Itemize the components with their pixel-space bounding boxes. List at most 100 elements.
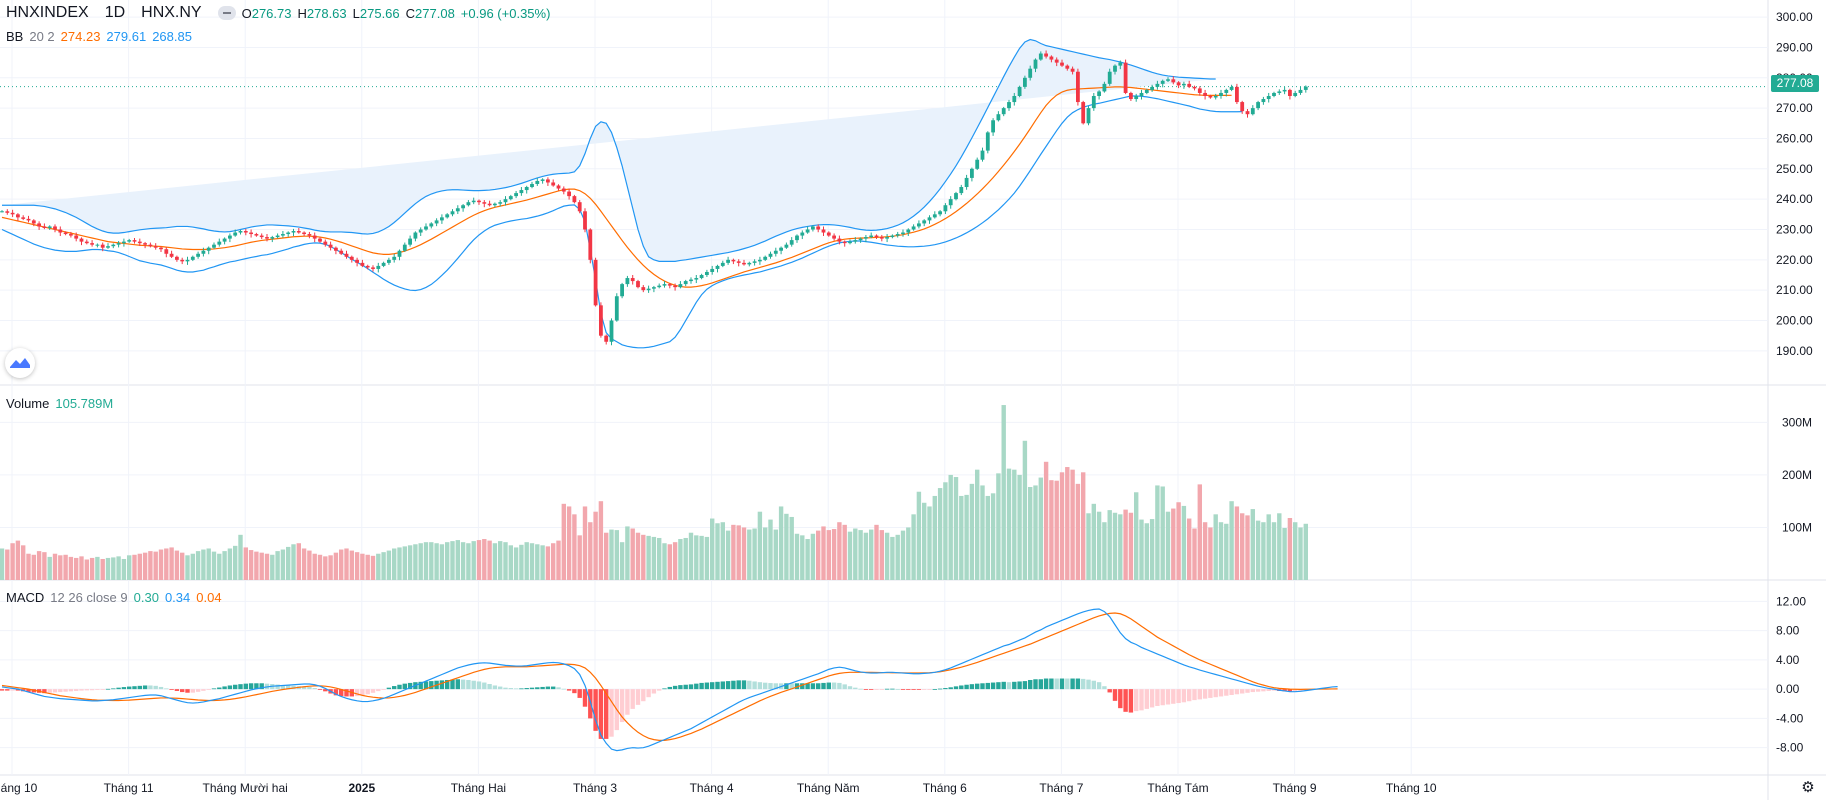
candle-body [731, 259, 736, 262]
volume-bar [529, 543, 535, 580]
candle-body [381, 262, 386, 266]
volume-bar [625, 526, 630, 580]
volume-tick-label: 300M [1782, 415, 1812, 429]
symbol-name[interactable]: HNXINDEX [6, 4, 89, 21]
volume-bar [1149, 519, 1155, 580]
tradingview-logo-icon[interactable] [5, 348, 35, 378]
candle-body [254, 234, 259, 236]
macd-histogram-bar [1096, 682, 1102, 690]
interval-label[interactable]: 1D [104, 4, 126, 21]
volume-bar [21, 545, 26, 580]
volume-bar [5, 549, 10, 580]
macd-histogram-bar [1208, 689, 1213, 698]
volume-bar [1224, 523, 1229, 580]
macd-histogram-bar [1298, 689, 1303, 692]
macd-histogram-bar [487, 684, 492, 690]
volume-bar [821, 526, 826, 580]
volume-bar [890, 536, 895, 580]
candle-body [1197, 88, 1202, 93]
candle-body [1224, 89, 1229, 93]
macd-histogram-bar [513, 688, 519, 690]
candle-body [42, 226, 47, 228]
macd-histogram-bar [503, 687, 508, 690]
macd-histogram-bar [588, 689, 593, 719]
volume-bar [127, 555, 132, 580]
candle-body [434, 220, 439, 224]
macd-histogram-bar [731, 680, 736, 690]
exchange-label: HNX.NY [141, 4, 202, 21]
price-tick-label: 270.00 [1776, 101, 1813, 115]
volume-bar [1165, 511, 1171, 580]
macd-histogram-bar [1075, 678, 1081, 690]
time-tick-label: Tháng 4 [690, 781, 734, 795]
volume-bar [1229, 501, 1234, 580]
candle-body [217, 241, 222, 245]
settings-gear-icon[interactable]: ⚙ [1801, 779, 1815, 796]
volume-bar [1096, 511, 1102, 580]
macd-histogram-bar [1181, 689, 1187, 703]
volume-bar [1043, 461, 1049, 580]
macd-histogram-bar [116, 687, 121, 690]
macd-histogram-bar [1240, 689, 1245, 694]
macd-histogram-bar [667, 686, 672, 690]
volume-bar [662, 543, 667, 580]
candle-body [795, 235, 799, 241]
candle-body [466, 202, 471, 206]
candle-body [805, 229, 810, 233]
volume-bar [524, 542, 529, 580]
volume-bar [275, 551, 280, 580]
macd-histogram-bar [959, 685, 964, 690]
candle-body [1293, 92, 1298, 96]
volume-bar [79, 556, 84, 580]
volume-bar [503, 542, 508, 580]
candle-body [402, 244, 407, 251]
macd-histogram-bar [127, 686, 132, 690]
macd-histogram-bar [286, 685, 291, 690]
macd-histogram-bar [460, 679, 466, 690]
candle-body [1303, 86, 1308, 90]
candle-body [1028, 68, 1033, 78]
volume-bar [1028, 487, 1033, 580]
volume-bar [195, 551, 201, 580]
candle-body [768, 253, 773, 257]
macd-histogram-bar [275, 684, 280, 690]
volume-bar [148, 551, 153, 580]
volume-bar [185, 555, 190, 580]
collapse-legend-icon[interactable] [217, 6, 236, 20]
macd-histogram-bar [185, 689, 190, 693]
candle-body [991, 120, 995, 133]
macd-histogram-bar [948, 687, 953, 690]
volume-bar [498, 541, 503, 580]
macd-histogram-bar [1128, 689, 1134, 713]
macd-legend[interactable]: MACD 12 26 close 9 0.30 0.34 0.04 [6, 590, 228, 605]
candle-body [270, 237, 275, 239]
volume-bar [720, 522, 725, 580]
candle-body [323, 241, 328, 245]
volume-bar [566, 506, 572, 580]
macd-histogram-bar [906, 689, 911, 690]
macd-line [1, 608, 1338, 752]
volume-bar [105, 557, 111, 580]
macd-histogram-bar [688, 684, 694, 690]
candle-body [169, 253, 174, 257]
volume-bar [725, 530, 731, 580]
volume-bar [710, 518, 715, 580]
candle-body [752, 261, 757, 263]
volume-bar [450, 541, 455, 580]
bb-legend[interactable]: BB 20 2 274.23 279.61 268.85 [6, 29, 198, 44]
candle-body [63, 232, 68, 235]
volume-bar [1070, 469, 1075, 580]
candle-body [625, 278, 630, 285]
candle-body [1155, 83, 1160, 87]
macd-histogram-bar [736, 680, 741, 690]
candle-body [932, 214, 937, 218]
macd-histogram-bar [360, 689, 365, 696]
candle-body [832, 235, 836, 239]
candle-body [74, 235, 79, 239]
volume-bar [842, 524, 847, 580]
candle-body [551, 182, 556, 186]
candle-body [514, 193, 518, 197]
volume-legend[interactable]: Volume 105.789M [6, 396, 119, 411]
candle-body [816, 226, 821, 230]
